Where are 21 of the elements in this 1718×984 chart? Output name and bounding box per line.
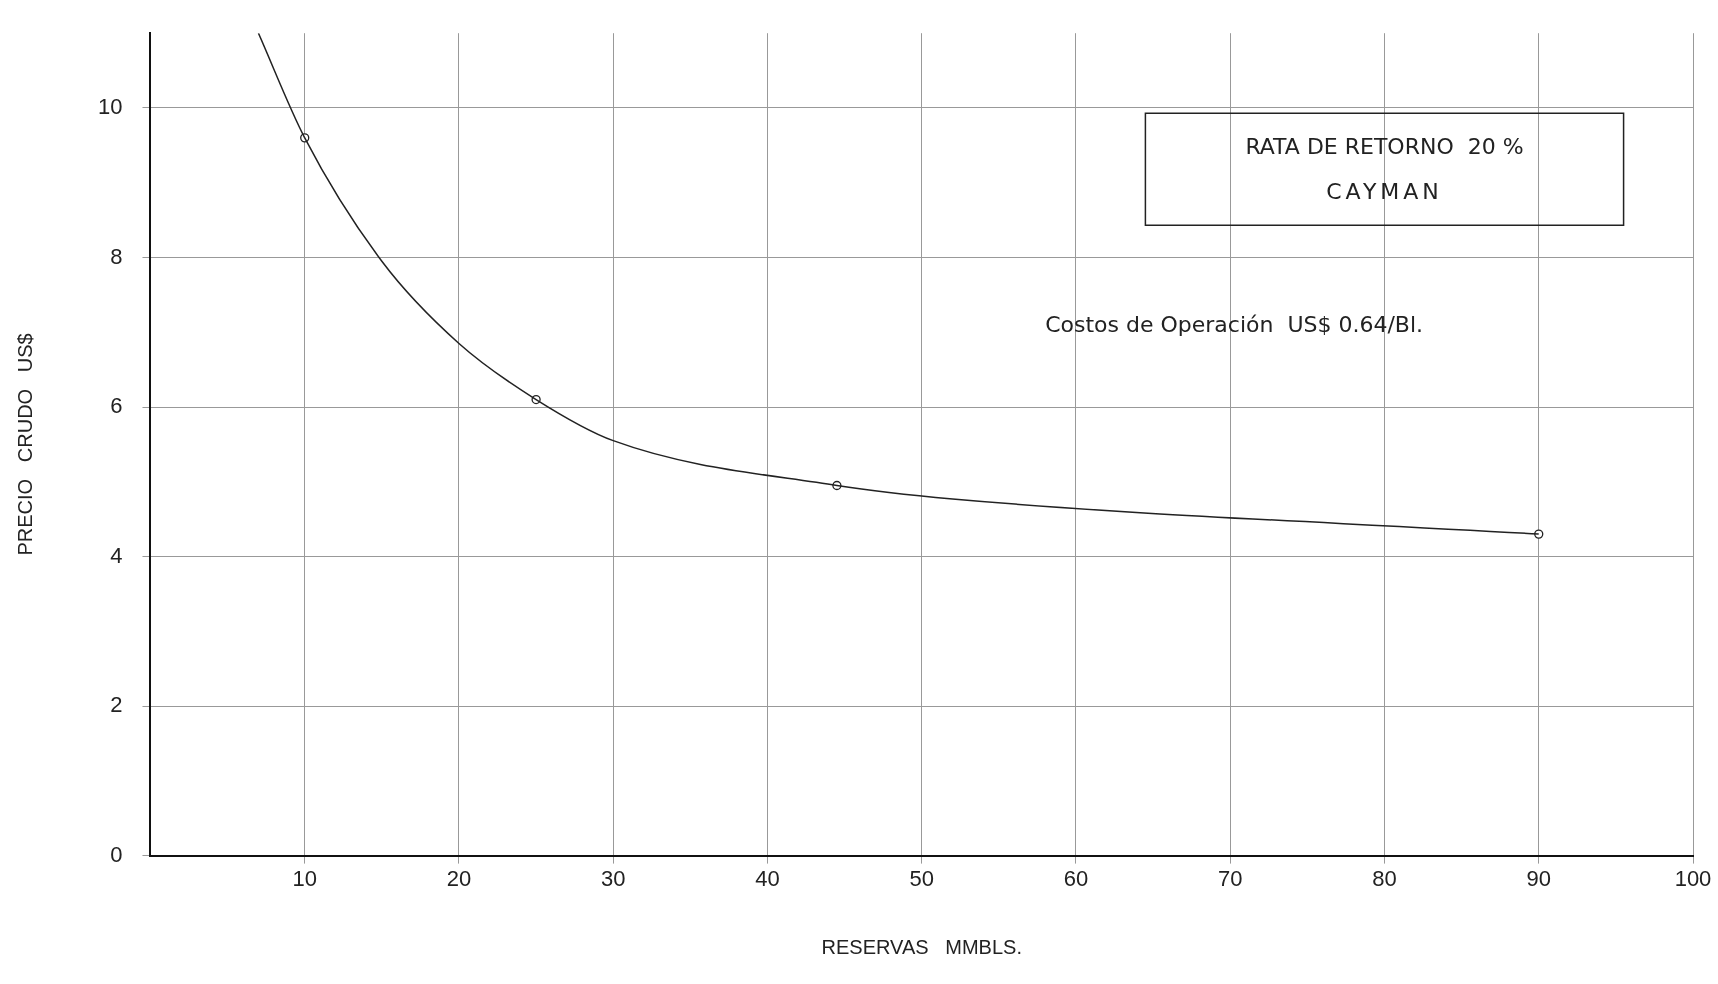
x-tick-label: 20 — [446, 865, 472, 891]
annotation: CAYMAN — [1326, 178, 1443, 204]
y-axis-title: PRECIO CRUDO US$ — [13, 333, 36, 556]
x-axis-title: RESERVAS MMBLS. — [821, 935, 1022, 958]
y-tick-label: 2 — [110, 692, 123, 718]
y-tick-label: 4 — [110, 542, 123, 568]
y-tick-label: 8 — [110, 243, 123, 269]
annotation: Costos de Operación US$ 0.64/Bl. — [1045, 311, 1424, 337]
x-tick-label: 70 — [1218, 865, 1243, 891]
x-tick-label: 50 — [909, 865, 934, 891]
y-tick-label: 6 — [110, 393, 123, 419]
x-tick-label: 30 — [600, 865, 626, 891]
x-tick-label: 10 — [292, 865, 317, 891]
x-tick-label: 90 — [1526, 865, 1551, 891]
x-tick-label: 80 — [1372, 865, 1397, 891]
x-tick-label: 60 — [1063, 865, 1089, 891]
x-tick-label: 100 — [1674, 865, 1712, 891]
annotation: RATA DE RETORNO 20 % — [1245, 133, 1524, 159]
y-tick-label: 0 — [110, 841, 123, 867]
x-tick-label: 40 — [755, 865, 780, 891]
y-tick-label: 10 — [97, 94, 123, 120]
